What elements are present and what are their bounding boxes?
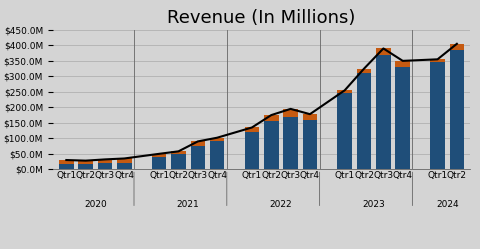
Bar: [210, 138, 224, 141]
Bar: [303, 114, 317, 120]
Bar: [191, 146, 205, 169]
Bar: [376, 55, 391, 169]
Title: Revenue (In Millions): Revenue (In Millions): [168, 9, 356, 27]
Bar: [430, 62, 445, 169]
Bar: [152, 154, 167, 157]
Bar: [450, 50, 464, 169]
Bar: [264, 115, 278, 121]
Bar: [283, 109, 298, 117]
Text: 2021: 2021: [177, 200, 200, 209]
Bar: [191, 141, 205, 146]
Bar: [245, 127, 259, 132]
Bar: [98, 163, 112, 169]
Bar: [450, 44, 464, 50]
Bar: [98, 159, 112, 163]
Legend: North America, INTL, Total: North America, INTL, Total: [142, 247, 339, 249]
Bar: [264, 121, 278, 169]
Bar: [78, 164, 93, 169]
Bar: [396, 67, 410, 169]
Bar: [171, 154, 186, 169]
Text: 2022: 2022: [270, 200, 292, 209]
Bar: [283, 117, 298, 169]
Bar: [171, 151, 186, 154]
Bar: [117, 163, 132, 169]
Bar: [303, 120, 317, 169]
Bar: [337, 90, 352, 93]
Bar: [430, 59, 445, 62]
Bar: [337, 93, 352, 169]
Bar: [245, 132, 259, 169]
Bar: [117, 158, 132, 163]
Bar: [59, 160, 73, 164]
Bar: [357, 73, 372, 169]
Bar: [78, 161, 93, 164]
Bar: [357, 69, 372, 73]
Text: 2024: 2024: [436, 200, 458, 209]
Bar: [376, 49, 391, 55]
Bar: [152, 157, 167, 169]
Bar: [396, 61, 410, 67]
Text: 2020: 2020: [84, 200, 107, 209]
Bar: [59, 164, 73, 169]
Text: 2023: 2023: [362, 200, 385, 209]
Bar: [210, 141, 224, 169]
